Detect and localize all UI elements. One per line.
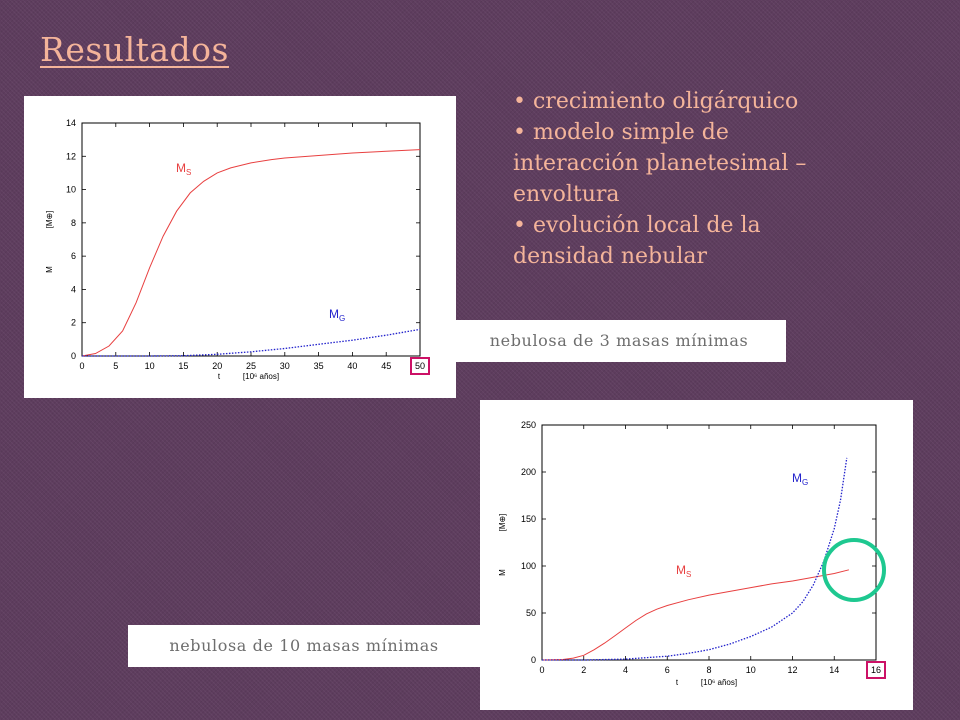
series-line-mg <box>82 328 421 357</box>
highlight-box <box>410 357 430 375</box>
x-axis-unit: [10⁶ años] <box>701 678 737 687</box>
series-line-ms <box>541 569 850 661</box>
y-axis-unit: [M⊕] <box>45 211 54 229</box>
x-axis-title: t <box>218 372 221 381</box>
series-line-mg <box>542 457 848 661</box>
x-axis-unit: [10⁶ años] <box>243 372 279 381</box>
y-tick-label: 6 <box>71 251 76 261</box>
series-label-mg: MG <box>329 307 345 323</box>
x-tick-label: 14 <box>829 665 839 675</box>
x-tick-label: 8 <box>706 665 711 675</box>
x-tick-label: 30 <box>280 361 290 371</box>
x-tick-label: 16 <box>871 665 881 675</box>
chart-10-masas-minimas: 0 2 4 6 8 10 12 14 16 0 50 100 150 200 250 M [M⊕] t [10⁶ a… <box>498 420 886 687</box>
y-tick-label: 12 <box>66 151 76 161</box>
highlight-box <box>866 661 886 679</box>
x-tick-label: 5 <box>113 361 118 371</box>
y-tick-label: 0 <box>71 351 76 361</box>
series-label-ms: MS <box>176 161 191 177</box>
y-tick-label: 200 <box>521 467 536 477</box>
series-label-subscript: G <box>339 314 345 323</box>
x-tick-label: 10 <box>746 665 756 675</box>
x-axis-title: t <box>676 678 679 687</box>
y-tick-label: 0 <box>531 655 536 665</box>
highlight-circle <box>822 538 886 602</box>
x-tick-label: 12 <box>787 665 797 675</box>
y-tick-label: 250 <box>521 420 536 430</box>
bullet-item: modelo simple de interacción planetesima… <box>513 117 853 210</box>
y-tick-label: 50 <box>526 608 536 618</box>
chart-panel-3-masas: 0 5 10 15 20 25 30 35 40 45 50 0 2 4 6 8 10 12 14 M [M⊕] t [10… <box>24 96 456 398</box>
plot-frame <box>81 122 421 357</box>
x-tick-label: 4 <box>623 665 628 675</box>
series-label-mg: MG <box>792 471 808 487</box>
x-tick-label: 40 <box>347 361 357 371</box>
caption-10-masas: nebulosa de 10 masas mínimas <box>128 625 480 667</box>
x-tick-label: 6 <box>665 665 670 675</box>
chart-panel-10-masas: 0 2 4 6 8 10 12 14 16 0 50 100 150 200 250 M [M⊕] t [10⁶ a… <box>480 400 913 710</box>
series-line-ms <box>81 149 421 357</box>
bullet-item: evolución local de la densidad nebular <box>513 210 853 272</box>
x-tick-label: 15 <box>178 361 188 371</box>
series-label-ms: MS <box>676 563 691 579</box>
y-axis-unit: [M⊕] <box>498 514 507 532</box>
y-tick-label: 2 <box>71 318 76 328</box>
x-tick-label: 25 <box>246 361 256 371</box>
y-tick-label: 100 <box>521 561 536 571</box>
y-axis-title: M <box>45 266 54 273</box>
caption-3-masas: nebulosa de 3 masas mínimas <box>452 320 786 362</box>
y-tick-label: 150 <box>521 514 536 524</box>
y-tick-label: 10 <box>66 185 76 195</box>
bullet-item: crecimiento oligárquico <box>513 86 853 117</box>
y-tick-label: 4 <box>71 284 76 294</box>
x-tick-label: 35 <box>314 361 324 371</box>
chart-3-masas-minimas: 0 5 10 15 20 25 30 35 40 45 50 0 2 4 6 8 10 12 14 M [M⊕] t [10… <box>45 118 430 381</box>
x-tick-label: 0 <box>539 665 544 675</box>
y-tick-label: 14 <box>66 118 76 128</box>
x-tick-label: 45 <box>381 361 391 371</box>
y-axis-title: M <box>498 569 507 576</box>
x-tick-label: 20 <box>212 361 222 371</box>
x-tick-label: 2 <box>581 665 586 675</box>
series-label-subscript: S <box>686 570 691 579</box>
x-tick-label: 10 <box>145 361 155 371</box>
x-tick-label: 0 <box>79 361 84 371</box>
bullet-list: crecimiento oligárquico modelo simple de… <box>513 86 853 272</box>
plot-frame <box>541 424 877 661</box>
slide-title: Resultados <box>40 30 229 69</box>
x-tick-label: 50 <box>415 361 425 371</box>
series-label-subscript: S <box>186 168 191 177</box>
series-label-subscript: G <box>802 478 808 487</box>
y-tick-label: 8 <box>71 218 76 228</box>
